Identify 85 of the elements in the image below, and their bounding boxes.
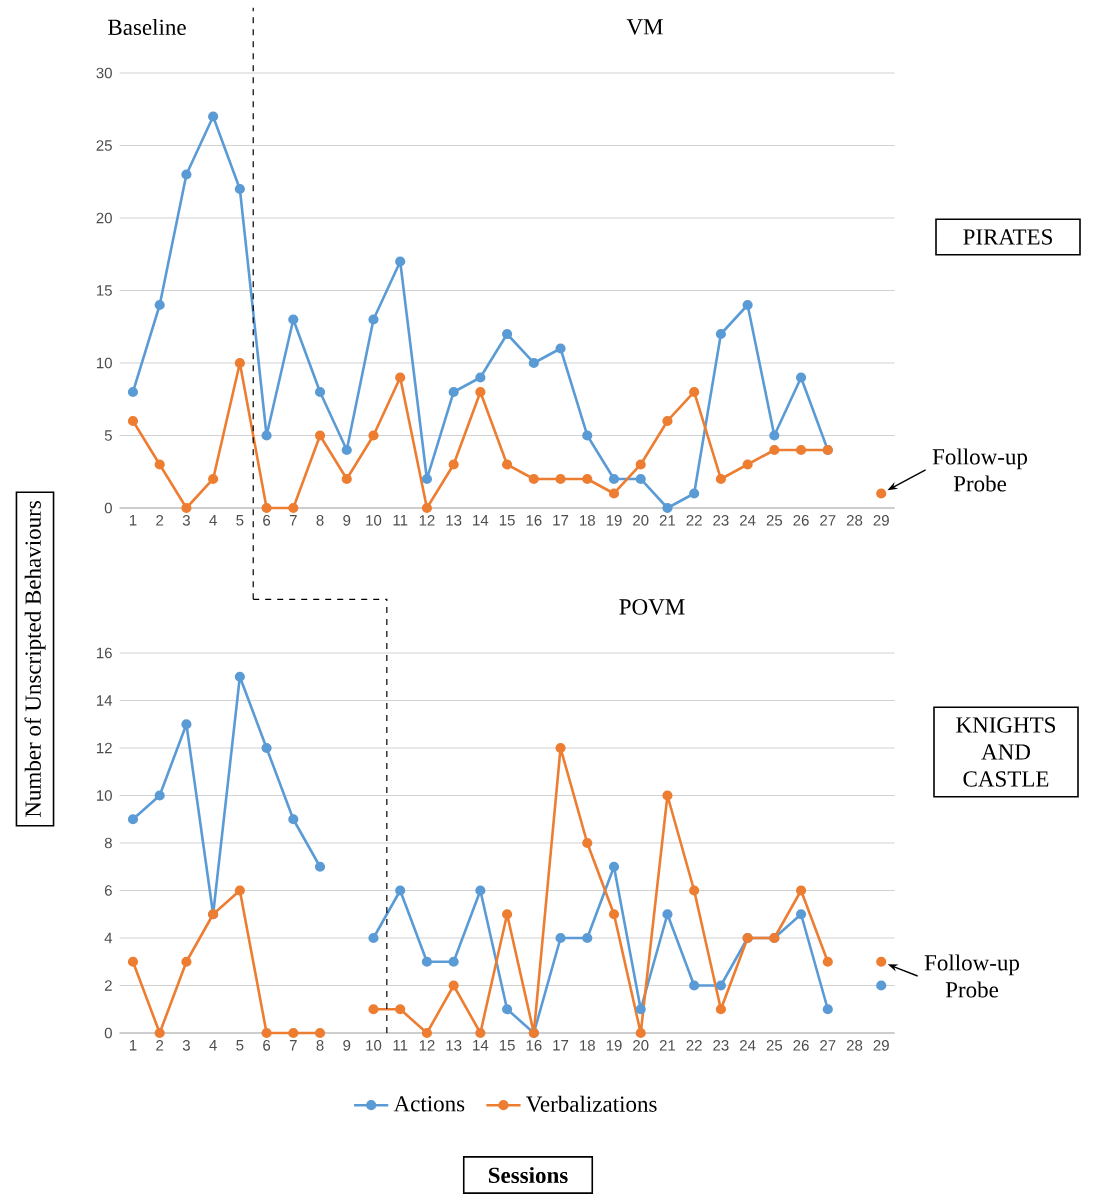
x-tick-label: 9 (343, 1040, 351, 1051)
x-tick-label: 10 (366, 1040, 382, 1051)
x-tick-label: 7 (289, 1040, 297, 1051)
x-tick-label: 5 (236, 515, 244, 526)
x-tick-label: 11 (393, 515, 408, 526)
x-tick-label: 27 (820, 1040, 836, 1051)
x-tick-label: 24 (740, 1040, 756, 1051)
text: POVM (619, 599, 685, 615)
y-tick-label: 25 (96, 140, 112, 151)
y-tick-label: 20 (96, 212, 112, 224)
x-tick-label: 16 (526, 1040, 542, 1051)
x-tick-label: 4 (209, 515, 217, 526)
x-tick-label: 12 (419, 1040, 435, 1051)
x-tick-label: 16 (526, 515, 542, 526)
x-tick-label: 18 (580, 515, 595, 526)
y-tick-label: 10 (96, 357, 112, 369)
x-tick-label: 28 (846, 515, 863, 526)
y-tick-label: 4 (104, 932, 113, 944)
x-tick-label: 9 (343, 515, 351, 526)
x-tick-label: 29 (873, 515, 889, 526)
x-tick-label: 3 (182, 1040, 190, 1051)
x-tick-label: 14 (473, 515, 489, 526)
x-tick-label: 12 (419, 515, 435, 526)
x-tick-label: 2 (156, 1040, 164, 1051)
x-tick-label: 4 (209, 1040, 217, 1051)
y-tick-label: 2 (104, 980, 112, 991)
x-tick-label: 26 (793, 1040, 809, 1051)
x-tick-label: 5 (236, 1040, 244, 1051)
x-tick-label: 7 (289, 515, 297, 526)
legend-label: Verbalizations (526, 1095, 657, 1113)
x-tick-label: 17 (553, 1040, 569, 1051)
annotation: Follow-up Probe (924, 954, 1020, 998)
x-tick-label: 3 (182, 515, 190, 526)
y-tick-label: 12 (96, 742, 112, 754)
x-tick-label: 14 (473, 1040, 489, 1051)
x-tick-label: 29 (873, 1040, 889, 1051)
x-tick-label: 22 (686, 515, 702, 526)
y-tick-label: 14 (96, 695, 113, 706)
text: Baseline (108, 18, 186, 36)
x-tick-label: 6 (263, 1040, 271, 1051)
y-axis-title: Number of Unscripted Behaviours (24, 501, 46, 818)
x-tick-label: 24 (740, 515, 756, 526)
x-tick-label: 21 (659, 1040, 676, 1051)
x-tick-label: 18 (580, 1040, 595, 1051)
x-tick-label: 25 (766, 515, 783, 526)
x-tick-label: 19 (606, 515, 622, 526)
x-tick-label: 23 (713, 515, 729, 526)
x-tick-label: 8 (316, 515, 324, 526)
x-tick-label: 2 (156, 515, 164, 526)
x-tick-label: 27 (820, 515, 836, 526)
x-tick-label: 13 (446, 1040, 462, 1051)
x-tick-label: 21 (659, 515, 676, 526)
text: VM (626, 19, 663, 35)
x-tick-label: 11 (393, 1040, 408, 1051)
y-tick-label: 15 (96, 285, 112, 296)
x-tick-label: 19 (606, 1040, 622, 1051)
x-tick-label: 23 (713, 1040, 729, 1051)
x-tick-label: 20 (633, 515, 649, 526)
text: KNIGHTS AND CASTLE (956, 717, 1056, 787)
annotation: Follow-up Probe (932, 448, 1028, 492)
y-tick-label: 30 (96, 67, 112, 79)
x-axis-title: Sessions (488, 1166, 568, 1184)
text: PIRATES (963, 229, 1052, 245)
y-tick-label: 0 (104, 1027, 112, 1039)
y-tick-label: 10 (96, 790, 112, 801)
x-tick-label: 8 (316, 1040, 324, 1051)
x-tick-label: 26 (793, 515, 809, 526)
y-tick-label: 8 (104, 837, 112, 849)
legend-label: Actions (393, 1096, 465, 1112)
x-tick-label: 20 (633, 1040, 649, 1051)
x-tick-label: 25 (766, 1040, 783, 1051)
x-tick-label: 6 (263, 515, 271, 526)
x-tick-label: 22 (686, 1040, 702, 1051)
x-tick-label: 13 (446, 515, 462, 526)
x-tick-label: 1 (129, 1040, 137, 1051)
x-tick-label: 10 (366, 515, 382, 526)
x-tick-label: 28 (846, 1040, 863, 1051)
y-tick-label: 16 (96, 647, 112, 659)
y-tick-label: 0 (104, 502, 112, 514)
x-tick-label: 15 (499, 515, 515, 526)
x-tick-label: 15 (499, 1040, 515, 1051)
y-tick-label: 6 (104, 885, 112, 896)
y-tick-label: 5 (104, 430, 112, 441)
x-tick-label: 17 (553, 515, 569, 526)
x-tick-label: 1 (129, 515, 137, 526)
